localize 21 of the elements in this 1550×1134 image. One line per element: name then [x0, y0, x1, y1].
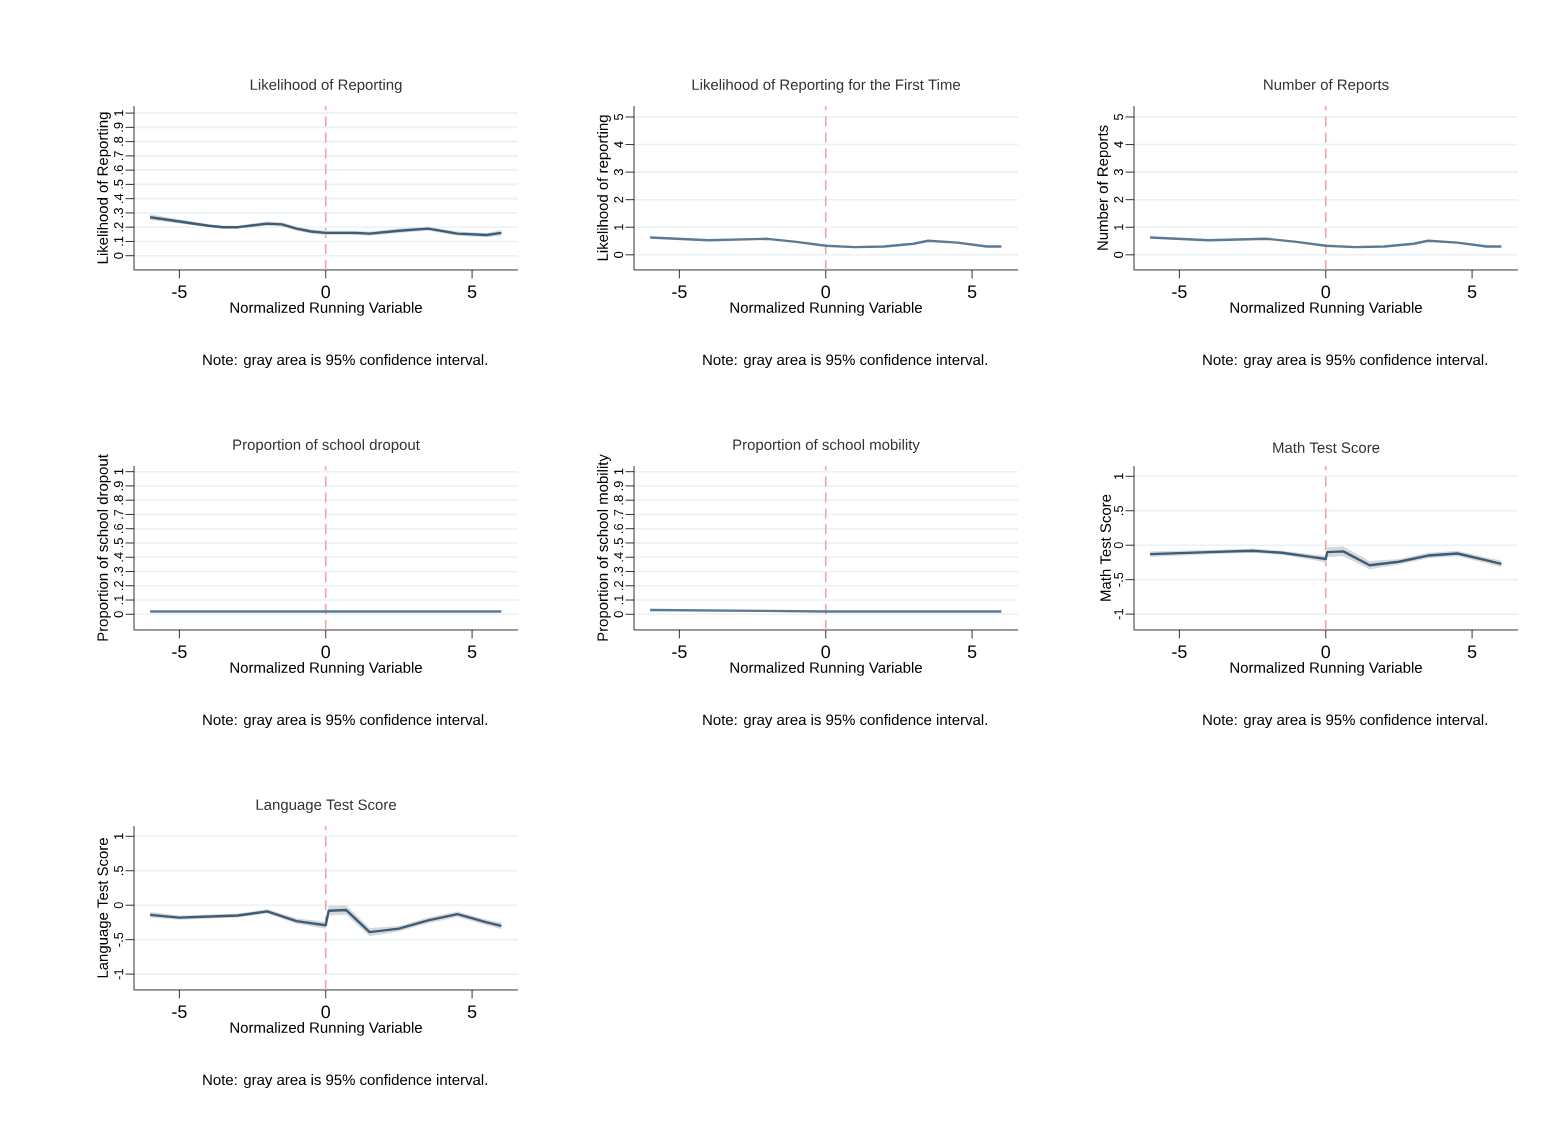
x-tick-label: -5: [172, 1005, 187, 1019]
x-tick-label: 5: [467, 285, 477, 299]
x-tick-label: 0: [321, 285, 331, 299]
x-tick-label: -5: [1172, 285, 1187, 299]
x-tick-label: 0: [321, 1005, 331, 1019]
x-tick-label: -5: [172, 285, 187, 299]
x-tick-label: 5: [467, 1005, 477, 1019]
x-tick-label: 0: [821, 645, 831, 659]
x-tick-label: -5: [672, 645, 687, 659]
x-tick-label: -5: [1172, 645, 1187, 659]
x-tick-label: 5: [967, 645, 977, 659]
x-tick-label: 0: [1321, 285, 1331, 299]
x-tick-label: 0: [321, 645, 331, 659]
x-tick-label: 5: [1467, 285, 1477, 299]
x-tick-label: 5: [467, 645, 477, 659]
x-tick-label: 0: [821, 285, 831, 299]
x-tick-label: -5: [172, 645, 187, 659]
x-tick-label: 5: [1467, 645, 1477, 659]
x-tick-label: 5: [967, 285, 977, 299]
x-tick-label: 0: [1321, 645, 1331, 659]
x-tick-label: -5: [672, 285, 687, 299]
